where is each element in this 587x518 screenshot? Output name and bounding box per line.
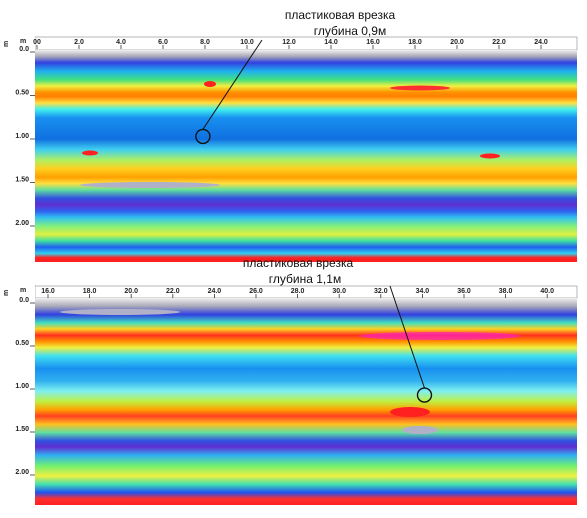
x-tick-label: 8.0: [200, 39, 210, 46]
depth-tick-label: 0.50: [15, 89, 29, 96]
annotation-arrow: [202, 39, 263, 130]
x-tick-label: 00: [33, 39, 41, 46]
depth-tick-label: 1.00: [15, 383, 29, 390]
depth-tick-label: 1.50: [15, 176, 29, 183]
depth-ruler: [0, 286, 35, 505]
x-tick-label: 6.0: [158, 39, 168, 46]
reflection: [360, 332, 520, 340]
x-tick-label: 24.0: [534, 39, 548, 46]
depth-tick-label: 1.50: [15, 426, 29, 433]
x-tick-label: 10.0: [240, 39, 254, 46]
x-unit-label: m: [20, 38, 26, 45]
annotation-line: глубина 0,9м: [314, 24, 386, 38]
x-tick-label: 18.0: [408, 39, 422, 46]
x-tick-label: 4.0: [116, 39, 126, 46]
reflection: [480, 153, 500, 159]
x-ruler: [34, 285, 578, 299]
reflection: [80, 182, 220, 188]
annotation-line: пластиковая врезка: [243, 256, 354, 270]
x-tick-label: 18.0: [83, 288, 97, 295]
x-tick-label: 14.0: [324, 39, 338, 46]
x-tick-label: 2.0: [74, 39, 84, 46]
reflection: [402, 426, 438, 434]
x-unit-label: m: [20, 287, 26, 294]
depth-tick-label: 2.00: [15, 220, 29, 227]
x-tick-label: 40.0: [540, 288, 554, 295]
x-tick-label: 22.0: [492, 39, 506, 46]
reflection: [82, 150, 98, 156]
reflection: [60, 309, 180, 315]
reflection: [204, 81, 216, 87]
x-tick-label: 16.0: [41, 288, 55, 295]
x-tick-label: 34.0: [416, 288, 430, 295]
target-circle: [416, 387, 433, 403]
depth-ruler: [0, 37, 35, 262]
annotation-arrow: [389, 285, 425, 389]
depth-tick-label: 0.0: [19, 297, 29, 304]
annotation-line: глубина 1,1м: [269, 272, 341, 286]
x-tick-label: 20.0: [124, 288, 138, 295]
x-tick-label: 28.0: [291, 288, 305, 295]
x-tick-label: 22.0: [166, 288, 180, 295]
x-tick-label: 36.0: [457, 288, 471, 295]
x-tick-label: 12.0: [282, 39, 296, 46]
depth-tick-label: 1.00: [15, 133, 29, 140]
reflection: [390, 85, 450, 91]
depth-tick-label: 0.0: [19, 46, 29, 53]
depth-unit-label: m: [3, 290, 10, 296]
depth-tick-label: 0.50: [15, 340, 29, 347]
x-tick-label: 16.0: [366, 39, 380, 46]
target-circle: [195, 128, 211, 145]
x-tick-label: 24.0: [208, 288, 222, 295]
radargram: [35, 298, 577, 505]
x-tick-label: 32.0: [374, 288, 388, 295]
depth-tick-label: 2.00: [15, 469, 29, 476]
reflection: [390, 407, 430, 417]
annotation-line: пластиковая врезка: [285, 8, 396, 22]
x-tick-label: 38.0: [499, 288, 513, 295]
x-tick-label: 26.0: [249, 288, 263, 295]
depth-unit-label: m: [3, 41, 10, 47]
x-tick-label: 20.0: [450, 39, 464, 46]
x-tick-label: 30.0: [332, 288, 346, 295]
